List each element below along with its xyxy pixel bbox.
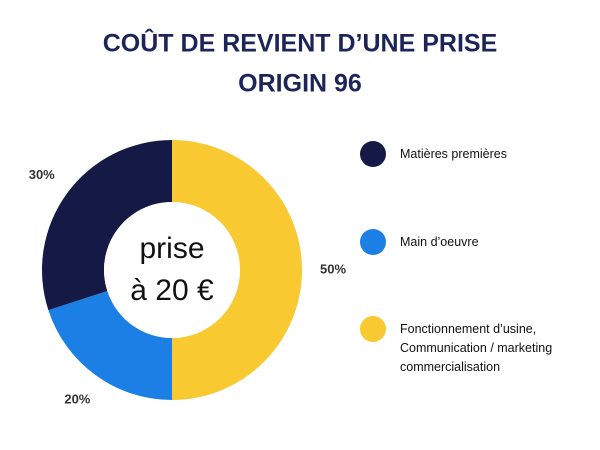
legend-label: Fonctionnement d’usine, Communication / … bbox=[400, 322, 553, 374]
value-label: 30% bbox=[29, 167, 55, 182]
donut-hole bbox=[104, 202, 240, 338]
legend-item: Matières premières bbox=[360, 141, 590, 167]
center-label: prise bbox=[139, 232, 204, 265]
value-label: 20% bbox=[64, 392, 90, 407]
chart-title: COÛT DE REVIENT D’UNE PRISE bbox=[103, 28, 498, 58]
legend-label: Matières premières bbox=[400, 147, 507, 161]
legend-item: Main d’oeuvre bbox=[360, 229, 590, 255]
legend-swatch bbox=[360, 141, 386, 167]
donut-slice bbox=[41, 140, 172, 311]
center-label: à 20 € bbox=[130, 274, 214, 307]
legend-label: Main d’oeuvre bbox=[400, 235, 479, 249]
donut-slice bbox=[48, 291, 172, 400]
chart-subtitle: ORIGIN 96 bbox=[238, 70, 362, 98]
donut-slice bbox=[172, 140, 302, 400]
legend-item: Fonctionnement d’usine, Communication / … bbox=[360, 316, 590, 377]
value-label: 50% bbox=[320, 261, 346, 276]
legend-swatch bbox=[360, 316, 386, 342]
legend-swatch bbox=[360, 229, 386, 255]
